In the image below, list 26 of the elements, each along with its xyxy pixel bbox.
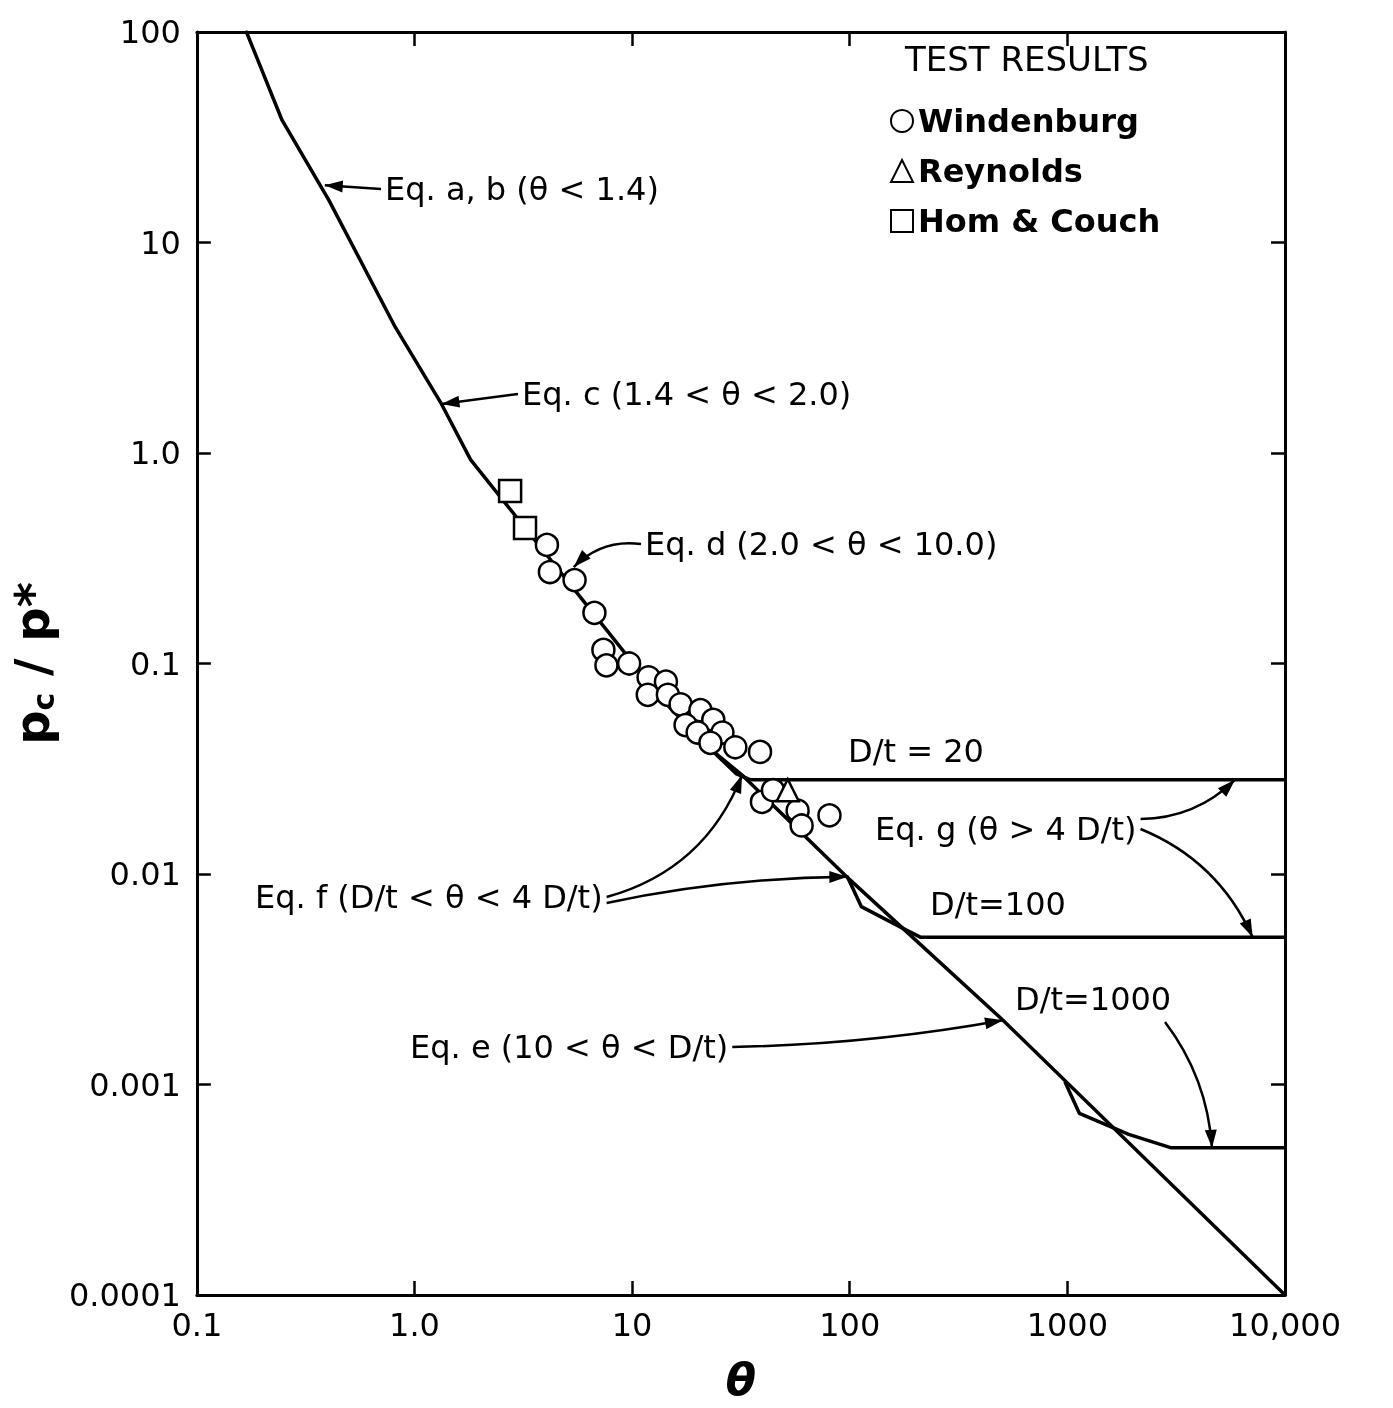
x-tick-label: 10,000 (1229, 1306, 1341, 1344)
y-axis-title: pc / p* (4, 582, 61, 745)
y-tick-label: 100 (119, 13, 181, 51)
legend-label: Windenburg (918, 102, 1139, 140)
annotation: Eq. d (2.0 < θ < 10.0) (645, 525, 998, 563)
legend-label: Hom & Couch (918, 202, 1161, 240)
annotation: Eq. g (θ > 4 D/t) (875, 810, 1137, 848)
annotation: Eq. a, b (θ < 1.4) (385, 170, 659, 208)
x-axis-title: θ (725, 1353, 757, 1405)
legend-title: TEST RESULTS (904, 39, 1149, 79)
annotation: Eq. e (10 < θ < D/t) (410, 1028, 729, 1066)
series-label: D/t = 20 (848, 732, 984, 770)
legend-label: Reynolds (918, 152, 1083, 190)
y-tick-label: 1.0 (129, 434, 181, 472)
x-tick-label: 1.0 (389, 1306, 440, 1344)
annotation: Eq. f (D/t < θ < 4 D/t) (255, 878, 603, 916)
y-tick-label: 0.1 (129, 644, 181, 683)
text: D/t=1000 (1015, 980, 1172, 1018)
x-tick-label: 10 (611, 1306, 653, 1344)
y-tick-label: 0.01 (109, 855, 181, 893)
annotation: Eq. c (1.4 < θ < 2.0) (522, 375, 852, 413)
y-tick-label: 10 (140, 223, 181, 262)
x-tick-label: 100 (819, 1306, 881, 1344)
y-tick-label: 0.001 (89, 1065, 181, 1104)
series-label: D/t=100 (930, 885, 1066, 923)
x-tick-label: 1000 (1026, 1306, 1109, 1344)
